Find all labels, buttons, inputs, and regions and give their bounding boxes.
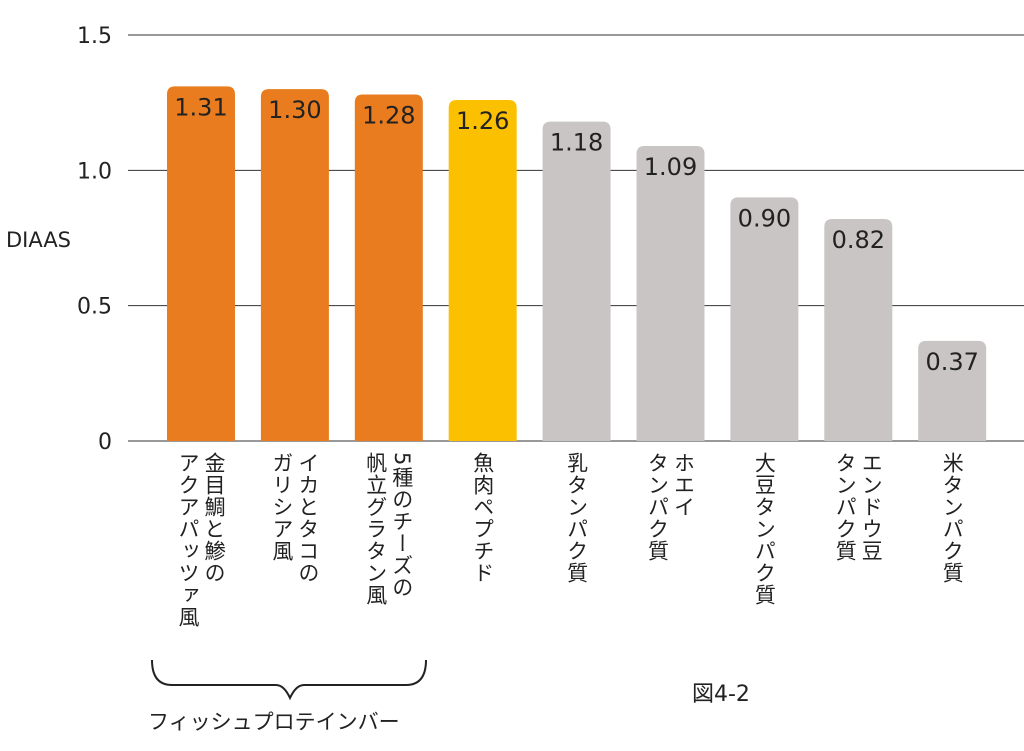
x-tick-label: 乳タンパク質 <box>564 452 589 584</box>
bar <box>636 145 705 441</box>
data-label: 1.30 <box>268 96 321 124</box>
bar <box>730 197 799 441</box>
bar <box>354 94 423 442</box>
x-tick-label: 米タンパク質 <box>940 452 965 584</box>
y-tick-label: 0.5 <box>77 295 112 320</box>
x-tick-label: 大豆タンパク質 <box>752 452 777 606</box>
bar <box>918 340 987 441</box>
y-axis-label: DIAAS <box>6 228 72 252</box>
x-tick-label: 金目鯛と鯵の アクアパッツァ風 <box>176 452 226 628</box>
x-tick-label: 5種のチーズの 帆立グラタン風 <box>363 452 414 606</box>
group-label: フィッシュプロテインバー <box>148 710 400 734</box>
data-label: 1.09 <box>644 153 697 181</box>
data-label: 0.90 <box>738 204 791 232</box>
data-label: 1.18 <box>550 129 603 157</box>
data-label: 1.26 <box>456 107 509 135</box>
y-tick-label: 1.5 <box>77 24 112 49</box>
data-label: 0.82 <box>832 226 885 254</box>
x-tick-label: イカとタコの ガリシア風 <box>269 452 320 584</box>
bar <box>542 121 611 441</box>
figure-label: 図4-2 <box>692 682 750 707</box>
x-tick-label: ホエイ タンパク質 <box>645 452 696 562</box>
data-label: 0.37 <box>925 348 978 376</box>
x-tick-label: エンドウ豆 タンパク質 <box>833 452 884 562</box>
data-label: 1.28 <box>362 102 415 130</box>
y-tick-label: 0 <box>98 430 112 455</box>
bar <box>448 99 517 442</box>
y-tick-label: 1.0 <box>77 159 112 184</box>
group-brace <box>151 659 427 701</box>
bar <box>167 86 235 441</box>
x-tick-label: 魚肉ペプチド <box>470 452 495 584</box>
bar <box>824 219 893 441</box>
bar <box>260 89 329 441</box>
data-label: 1.31 <box>174 93 227 121</box>
